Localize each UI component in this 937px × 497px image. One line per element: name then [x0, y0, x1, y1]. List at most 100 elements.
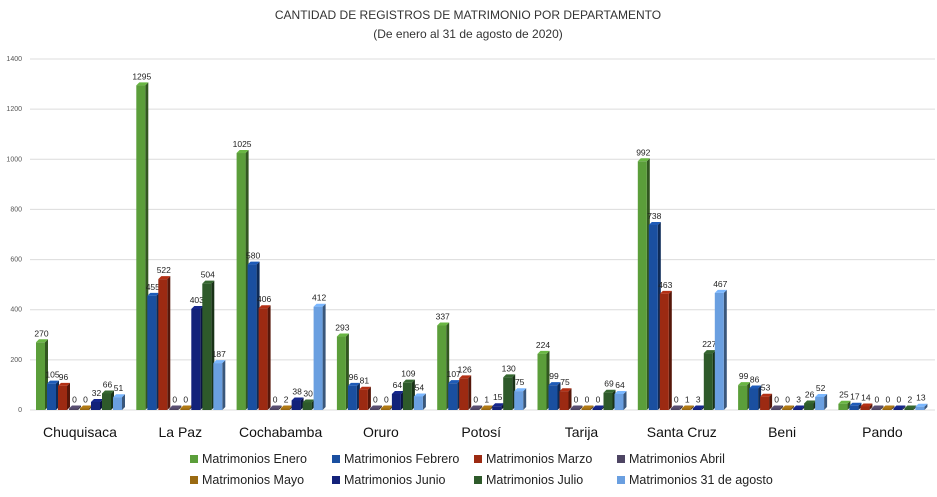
bar-side	[679, 405, 683, 410]
data-label: 0	[574, 395, 579, 405]
bar-top	[213, 360, 226, 364]
bar-top	[749, 385, 762, 389]
bar-side	[422, 393, 426, 410]
data-label: 738	[647, 211, 661, 221]
bar	[771, 408, 781, 410]
category-label: Oruro	[363, 424, 399, 440]
bar	[313, 306, 323, 410]
bar	[871, 408, 881, 410]
bar-side	[924, 403, 928, 410]
bar-side	[891, 405, 895, 410]
category-label: Santa Cruz	[647, 424, 717, 440]
bar-side	[880, 405, 884, 410]
bar-side	[780, 405, 784, 410]
bar-top	[202, 280, 215, 284]
bar-top	[391, 390, 404, 394]
data-label: 13	[916, 393, 926, 403]
data-label: 2	[908, 395, 913, 405]
bar	[793, 408, 803, 410]
legend-label: Matrimonios Enero	[202, 452, 307, 466]
bar	[670, 408, 680, 410]
bar-top	[637, 158, 650, 162]
category-label: Potosí	[461, 424, 501, 440]
legend-swatch	[332, 476, 340, 484]
category-label: Cochabamba	[239, 424, 322, 440]
data-label: 109	[401, 369, 415, 379]
data-label: 99	[549, 371, 559, 381]
data-label: 0	[83, 395, 88, 405]
bar-top	[113, 394, 125, 398]
chart-title: CANTIDAD DE REGISTROS DE MATRIMONIO POR …	[275, 8, 661, 22]
bar	[514, 391, 524, 410]
bar	[380, 408, 390, 410]
bar	[36, 342, 45, 410]
bar-top	[481, 405, 494, 409]
bar-top	[559, 388, 572, 392]
bar-side	[858, 402, 862, 410]
bar-top	[714, 289, 727, 293]
legend-swatch	[474, 455, 482, 463]
bar-top	[258, 305, 271, 309]
data-label: 0	[774, 395, 779, 405]
data-label: 52	[816, 383, 826, 393]
bar-side	[322, 303, 326, 410]
legend-swatch	[617, 476, 625, 484]
bar-top	[380, 405, 393, 409]
data-label: 96	[59, 372, 69, 382]
category-label: Chuquisaca	[43, 424, 117, 440]
bar-side	[791, 405, 795, 410]
y-tick-label: 200	[10, 357, 22, 364]
data-label: 3	[696, 395, 701, 405]
legend-swatch	[190, 476, 198, 484]
data-label: 32	[92, 388, 102, 398]
bar-top	[681, 405, 694, 409]
bar-top	[793, 405, 806, 409]
legend-label: Matrimonios Febrero	[344, 452, 459, 466]
data-label: 1295	[132, 71, 151, 81]
bar	[849, 405, 859, 410]
data-label: 224	[536, 340, 550, 350]
data-label: 30	[303, 388, 313, 398]
bar-side	[824, 393, 828, 410]
data-label: 14	[861, 392, 871, 402]
data-label: 580	[246, 251, 260, 261]
bar-top	[503, 374, 516, 378]
legend-label: Matrimonios Abril	[629, 452, 725, 466]
legend-label: Matrimonios Junio	[344, 473, 445, 487]
data-label: 467	[713, 279, 727, 289]
y-tick-label: 0	[18, 407, 22, 414]
bar	[247, 264, 257, 410]
data-label: 54	[415, 382, 425, 392]
bar-side	[590, 405, 594, 410]
bar	[169, 408, 179, 410]
bar	[738, 385, 748, 410]
bar-side	[523, 388, 527, 410]
bar-top	[592, 405, 605, 409]
bar-top	[603, 389, 616, 393]
bar	[437, 325, 447, 410]
data-label: 64	[615, 380, 625, 390]
bar-top	[860, 403, 873, 407]
data-label: 0	[72, 395, 77, 405]
bar-top	[236, 150, 249, 154]
bar-top	[514, 388, 527, 392]
bar	[102, 393, 111, 410]
bar-top	[537, 350, 550, 354]
data-label: 403	[190, 295, 204, 305]
bar	[692, 408, 702, 410]
bar-top	[169, 405, 182, 409]
bar	[904, 408, 914, 410]
bar-top	[336, 333, 349, 337]
data-label: 412	[312, 293, 326, 303]
bar	[147, 295, 157, 410]
bar-top	[470, 405, 483, 409]
bar-top	[358, 386, 371, 390]
legend-swatch	[332, 455, 340, 463]
bar-top	[302, 399, 315, 403]
bar-top	[893, 405, 906, 409]
category-label: Tarija	[565, 424, 599, 440]
bar	[80, 408, 89, 410]
data-label: 53	[761, 383, 771, 393]
bar-top	[102, 390, 114, 394]
